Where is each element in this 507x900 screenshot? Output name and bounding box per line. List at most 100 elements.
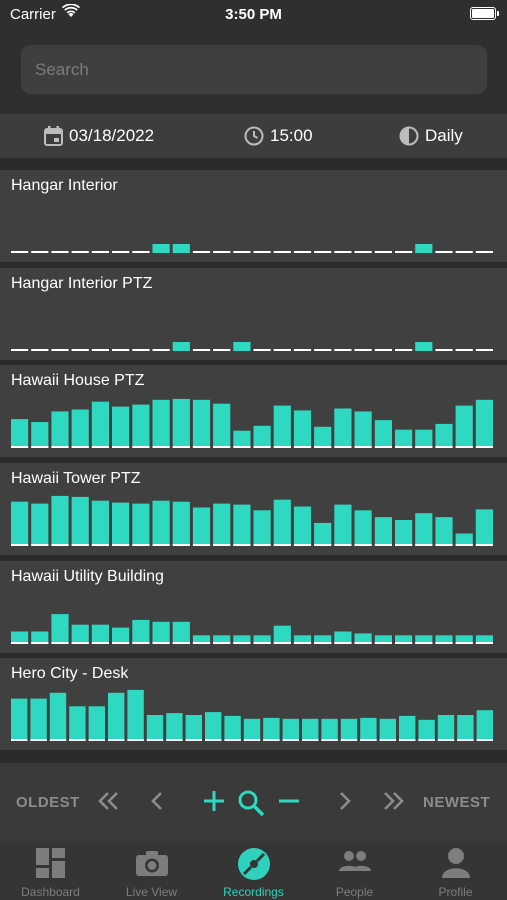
bar-baseline	[243, 739, 261, 741]
activity-bar	[91, 401, 109, 448]
date-picker[interactable]: 03/18/2022	[44, 114, 154, 158]
activity-bar	[108, 692, 125, 741]
bar-baseline	[51, 446, 69, 448]
bar-baseline	[334, 544, 352, 546]
bar-baseline	[302, 739, 319, 741]
tab-people[interactable]: People	[304, 841, 405, 900]
bar-baseline	[457, 739, 474, 741]
bar-baseline	[415, 544, 433, 546]
activity-bar	[253, 635, 271, 644]
chevron-right-icon[interactable]	[336, 789, 354, 813]
bar-baseline	[273, 544, 291, 546]
empty-slot	[395, 349, 413, 351]
activity-bar	[415, 244, 433, 253]
activity-bar	[11, 631, 29, 644]
bar-baseline	[185, 739, 202, 741]
search-container	[0, 30, 507, 114]
activity-chart	[11, 495, 493, 546]
zoom-out-icon[interactable]	[277, 789, 301, 813]
camera-name: Hawaii Utility Building	[11, 568, 164, 585]
empty-slot	[112, 349, 130, 351]
empty-slot	[253, 349, 271, 351]
bar-baseline	[30, 739, 47, 741]
activity-bar	[314, 522, 332, 546]
bar-baseline	[166, 739, 183, 741]
activity-bar	[112, 406, 130, 448]
carrier-label: Carrier	[10, 6, 56, 23]
tab-label: Live View	[125, 885, 178, 899]
bar-baseline	[395, 446, 413, 448]
tab-label: People	[335, 885, 374, 899]
activity-bar	[415, 429, 433, 448]
bar-baseline	[418, 739, 435, 741]
dashboard-icon	[35, 848, 65, 878]
empty-slot	[132, 349, 150, 351]
activity-bar	[11, 698, 28, 741]
activity-bar	[31, 631, 49, 644]
activity-bar	[379, 718, 396, 741]
activity-bar	[314, 426, 332, 448]
activity-bar	[457, 715, 474, 741]
chevron-left-icon[interactable]	[148, 789, 166, 813]
camera-row-5[interactable]: Hero City - Desk	[0, 658, 507, 750]
tab-recordings[interactable]: Recordings	[203, 841, 304, 900]
bar-baseline	[340, 739, 358, 741]
empty-slot	[475, 349, 493, 351]
bar-baseline	[192, 446, 211, 448]
period-picker[interactable]: Daily	[399, 114, 463, 158]
activity-bar	[152, 621, 170, 644]
tab-profile[interactable]: Profile	[405, 841, 506, 900]
newest-button[interactable]: NEWEST	[423, 794, 491, 811]
activity-bar	[88, 706, 105, 741]
bar-baseline	[354, 544, 372, 546]
double-chevron-right-icon[interactable]	[381, 789, 405, 813]
bar-baseline	[455, 446, 473, 448]
bar-baseline	[213, 544, 231, 546]
bar-baseline	[374, 642, 392, 644]
activity-bar	[475, 399, 493, 448]
bar-baseline	[71, 544, 89, 546]
camera-row-1[interactable]: Hangar Interior PTZ	[0, 268, 507, 360]
tab-bar: Dashboard Live View Recordings People	[0, 841, 507, 900]
camera-row-3[interactable]: Hawaii Tower PTZ	[0, 463, 507, 555]
activity-bar	[415, 513, 433, 546]
bar-baseline	[233, 446, 251, 448]
camera-row-0[interactable]: Hangar Interior	[0, 170, 507, 262]
bar-baseline	[314, 446, 332, 448]
magnifier-icon	[238, 790, 265, 817]
bar-baseline	[253, 446, 271, 448]
double-chevron-left-icon[interactable]	[97, 789, 121, 813]
bar-baseline	[152, 446, 170, 448]
empty-slot	[152, 349, 170, 351]
time-picker[interactable]: 15:00	[244, 114, 313, 158]
activity-bar	[282, 718, 299, 741]
activity-bar	[213, 635, 231, 644]
empty-slot	[455, 251, 473, 253]
bar-baseline	[435, 544, 453, 546]
bar-baseline	[253, 544, 271, 546]
empty-slot	[293, 349, 312, 351]
contrast-icon	[399, 126, 419, 146]
tab-dashboard[interactable]: Dashboard	[0, 841, 101, 900]
activity-bar	[11, 501, 29, 546]
zoom-in-icon[interactable]	[202, 789, 226, 813]
empty-slot	[395, 251, 413, 253]
tab-live-view[interactable]: Live View	[101, 841, 202, 900]
search-input[interactable]	[21, 45, 487, 94]
filter-bar: 03/18/2022 15:00 Daily	[0, 114, 507, 158]
bar-baseline	[205, 739, 222, 741]
oldest-button[interactable]: OLDEST	[16, 794, 80, 811]
camera-row-2[interactable]: Hawaii House PTZ	[0, 365, 507, 457]
empty-slot	[91, 251, 109, 253]
bar-baseline	[263, 739, 280, 741]
bar-baseline	[88, 739, 105, 741]
empty-slot	[253, 251, 271, 253]
activity-bar	[172, 398, 190, 448]
empty-slot	[132, 251, 150, 253]
bar-baseline	[132, 544, 150, 546]
activity-bar	[51, 614, 69, 644]
period-value: Daily	[425, 126, 463, 145]
bar-baseline	[395, 544, 413, 546]
camera-row-4[interactable]: Hawaii Utility Building	[0, 561, 507, 653]
activity-bar	[475, 509, 493, 546]
